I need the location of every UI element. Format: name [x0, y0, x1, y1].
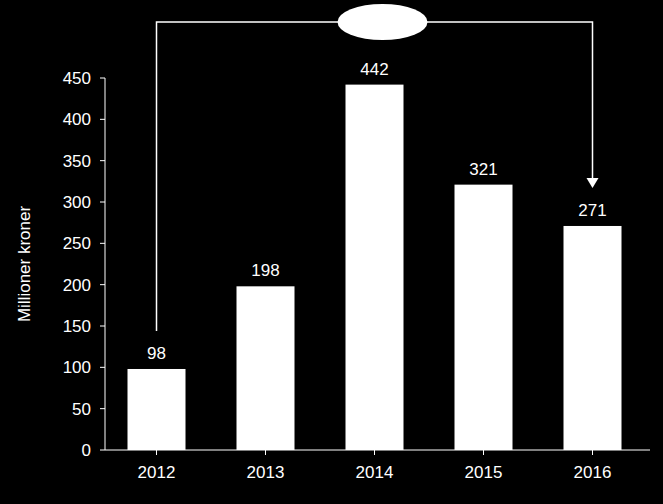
x-tick-label: 2012	[138, 463, 176, 482]
y-tick-label: 350	[63, 152, 91, 171]
y-tick-label: 0	[82, 441, 91, 460]
data-label: 271	[578, 201, 606, 220]
y-tick	[100, 243, 105, 244]
y-tick	[100, 367, 105, 368]
x-tick	[156, 450, 157, 455]
y-tick	[100, 78, 105, 79]
y-tick	[100, 408, 105, 409]
y-tick-label: 300	[63, 193, 91, 212]
data-label: 98	[147, 344, 166, 363]
y-tick	[100, 202, 105, 203]
y-tick-label: 250	[63, 234, 91, 253]
y-tick-label: 200	[63, 276, 91, 295]
y-tick-label: 100	[63, 358, 91, 377]
x-axis	[105, 450, 650, 451]
y-tick	[100, 450, 105, 451]
bar	[346, 85, 404, 450]
x-tick	[265, 450, 266, 455]
x-tick-label: 2016	[574, 463, 612, 482]
x-tick-label: 2013	[247, 463, 285, 482]
bar	[237, 286, 295, 450]
arrow-head	[587, 178, 599, 188]
x-tick-label: 2014	[356, 463, 394, 482]
y-tick-label: 450	[63, 69, 91, 88]
y-tick	[100, 160, 105, 161]
y-tick-label: 400	[63, 110, 91, 129]
y-tick	[100, 284, 105, 285]
y-tick-label: 50	[72, 400, 91, 419]
bar	[455, 185, 513, 450]
x-tick	[374, 450, 375, 455]
x-tick	[592, 450, 593, 455]
data-label: 198	[251, 261, 279, 280]
data-label: 321	[469, 160, 497, 179]
y-tick-label: 150	[63, 317, 91, 336]
bar	[128, 369, 186, 450]
y-tick	[100, 326, 105, 327]
annotation-ellipse	[338, 4, 428, 40]
x-tick	[483, 450, 484, 455]
bracket-arrow	[157, 22, 593, 331]
chart: Millioner kroner 0 50 100 150 200 250 300 350 400…	[0, 0, 663, 504]
y-axis-title: Millioner kroner	[15, 206, 34, 323]
x-tick-label: 2015	[465, 463, 503, 482]
bar	[564, 226, 622, 450]
data-label: 442	[360, 60, 388, 79]
y-axis	[105, 78, 106, 450]
bars	[128, 85, 622, 450]
y-tick	[100, 119, 105, 120]
